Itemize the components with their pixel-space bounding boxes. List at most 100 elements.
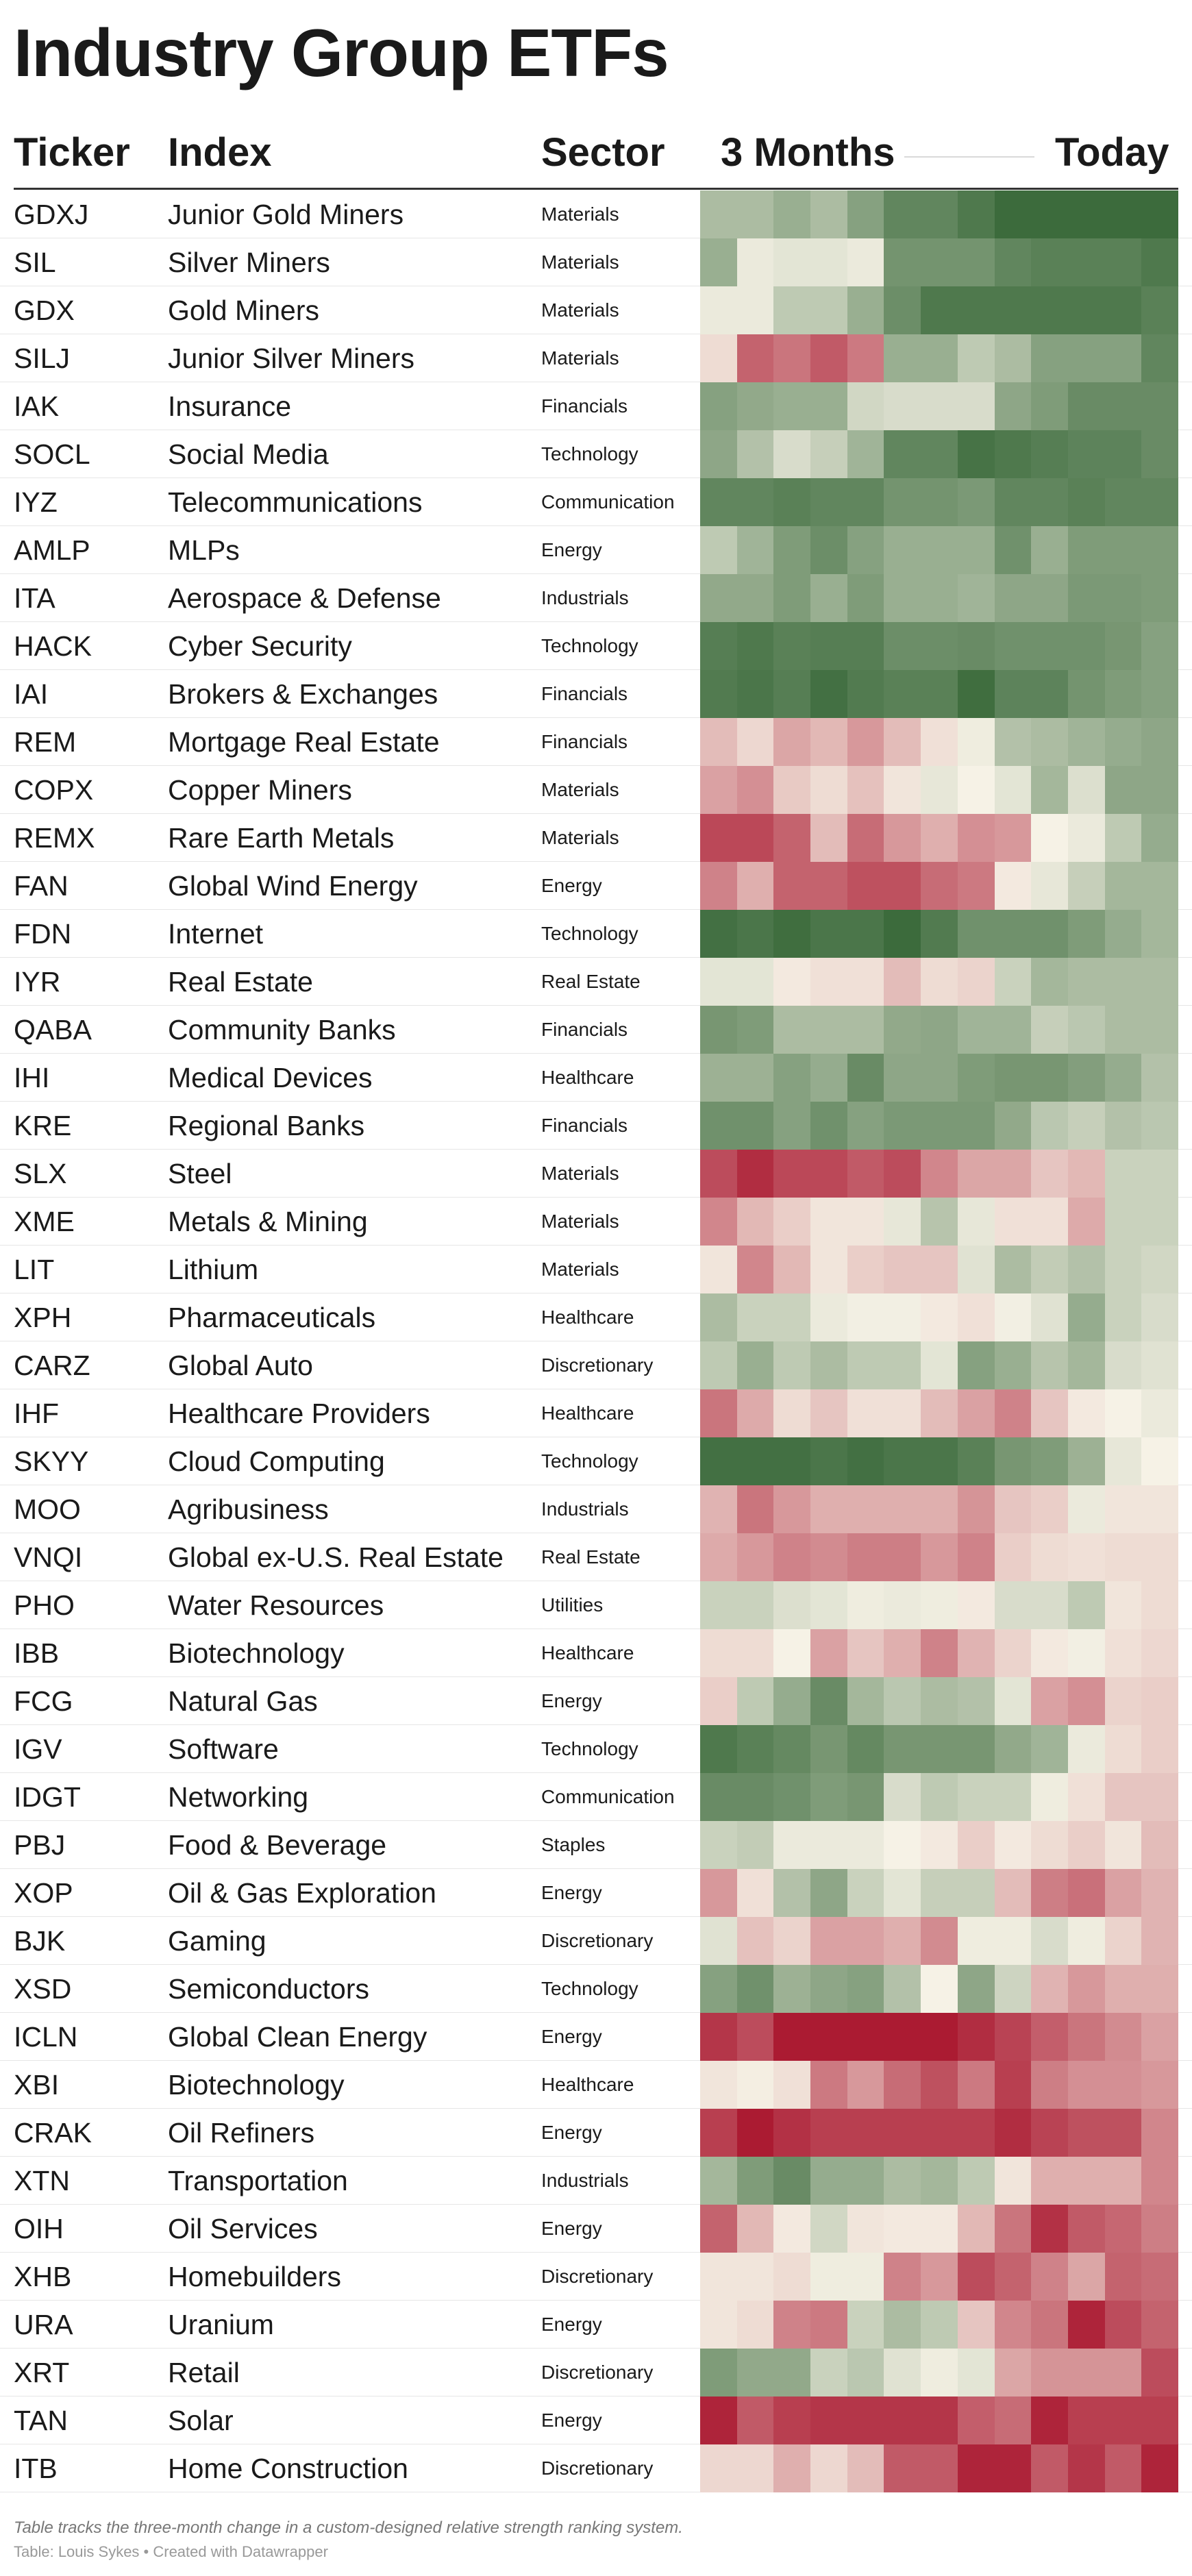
sector-cell: Energy [541,1882,602,1903]
ticker-cell: ITB [14,2453,58,2484]
heatmap-cell [1031,1246,1068,1293]
heatmap-cell [957,2157,995,2205]
heatmap-cell [884,670,921,718]
table-row: REMX Rare Earth Metals Materials [0,814,1192,862]
heatmap-cell [810,2061,847,2109]
heatmap-cell [773,238,811,286]
heatmap-cell [1031,1054,1068,1102]
heatmap-cell [847,1725,884,1773]
heatmap-cell [1104,718,1142,766]
heatmap-cell [921,862,958,910]
heatmap-cell [773,1054,811,1102]
heatmap-cell [884,1293,921,1341]
heatmap-cell [1031,2157,1068,2205]
index-cell: MLPs [168,534,240,566]
heatmap-cell [884,1821,921,1869]
heatmap-cell [700,1006,737,1054]
heatmap-strip [700,1293,1178,1341]
ticker-cell: SIL [14,247,56,278]
heatmap-cell [1141,1198,1178,1246]
heatmap-cell [1067,1006,1105,1054]
heatmap-cell [1104,2013,1142,2061]
heatmap-cell [1104,670,1142,718]
heatmap-cell [1141,766,1178,814]
heatmap-cell [1067,1677,1105,1725]
heatmap-cell [1031,430,1068,478]
heatmap-cell [1067,718,1105,766]
heatmap-cell [700,334,737,382]
heatmap-cell [1067,1725,1105,1773]
table-row: IHF Healthcare Providers Healthcare [0,1389,1192,1437]
table-row: IYR Real Estate Real Estate [0,958,1192,1006]
heatmap-strip [700,1246,1178,1293]
heatmap-cell [736,382,774,430]
heatmap-cell [921,2253,958,2301]
heatmap-cell [810,190,847,238]
sector-cell: Materials [541,347,619,369]
table-body: GDXJ Junior Gold Miners Materials SIL Silver… [0,190,1192,2492]
heatmap-cell [810,1629,847,1677]
index-cell: Agribusiness [168,1494,329,1525]
heatmap-cell [994,190,1032,238]
heatmap-cell [847,190,884,238]
index-cell: Pharmaceuticals [168,1302,376,1333]
index-cell: Cloud Computing [168,1446,385,1477]
heatmap-cell [847,1533,884,1581]
heatmap-cell [994,1102,1032,1150]
heatmap-cell [994,814,1032,862]
heatmap-cell [1141,2444,1178,2492]
heatmap-cell [921,1581,958,1629]
heatmap-cell [847,1102,884,1150]
heatmap-cell [1141,1677,1178,1725]
heatmap-cell [957,1869,995,1917]
heatmap-strip [700,1150,1178,1198]
heatmap-cell [736,1389,774,1437]
heatmap-cell [1104,1677,1142,1725]
heatmap-cell [1031,382,1068,430]
heatmap-cell [994,1341,1032,1389]
table-row: ITA Aerospace & Defense Industrials [0,574,1192,622]
heatmap-strip [700,1917,1178,1965]
heatmap-cell [1067,1917,1105,1965]
heatmap-cell [1141,2253,1178,2301]
ticker-cell: IAI [14,678,49,710]
heatmap-cell [921,2013,958,2061]
heatmap-cell [736,1293,774,1341]
table-row: SLX Steel Materials [0,1150,1192,1198]
heatmap-cell [1141,910,1178,958]
heatmap-cell [810,2301,847,2349]
ticker-cell: FDN [14,918,72,950]
heatmap-cell [736,2301,774,2349]
heatmap-cell [773,2013,811,2061]
heatmap-cell [1067,238,1105,286]
ticker-cell: XTN [14,2165,70,2196]
heatmap-cell [736,2253,774,2301]
heatmap-cell [847,2061,884,2109]
ticker-cell: XME [14,1206,75,1237]
heatmap-cell [700,382,737,430]
heatmap-cell [847,622,884,670]
heatmap-cell [847,382,884,430]
heatmap-strip [700,478,1178,526]
heatmap-cell [810,2444,847,2492]
heatmap-cell [994,1869,1032,1917]
heatmap-cell [700,574,737,622]
heatmap-cell [957,1102,995,1150]
heatmap-cell [921,1773,958,1821]
heatmap-cell [700,1965,737,2013]
heatmap-cell [957,1965,995,2013]
heatmap-cell [994,1917,1032,1965]
heatmap-cell [736,574,774,622]
table-row: AMLP MLPs Energy [0,526,1192,574]
heatmap-cell [957,1246,995,1293]
heatmap-cell [1141,1773,1178,1821]
heatmap-cell [810,1533,847,1581]
sector-cell: Healthcare [541,1067,634,1088]
heatmap-cell [847,1389,884,1437]
index-cell: Oil Refiners [168,2117,315,2148]
heatmap-cell [1141,1821,1178,1869]
heatmap-cell [994,2013,1032,2061]
table-row: ICLN Global Clean Energy Energy [0,2013,1192,2061]
sector-cell: Technology [541,923,638,944]
heatmap-cell [957,1533,995,1581]
